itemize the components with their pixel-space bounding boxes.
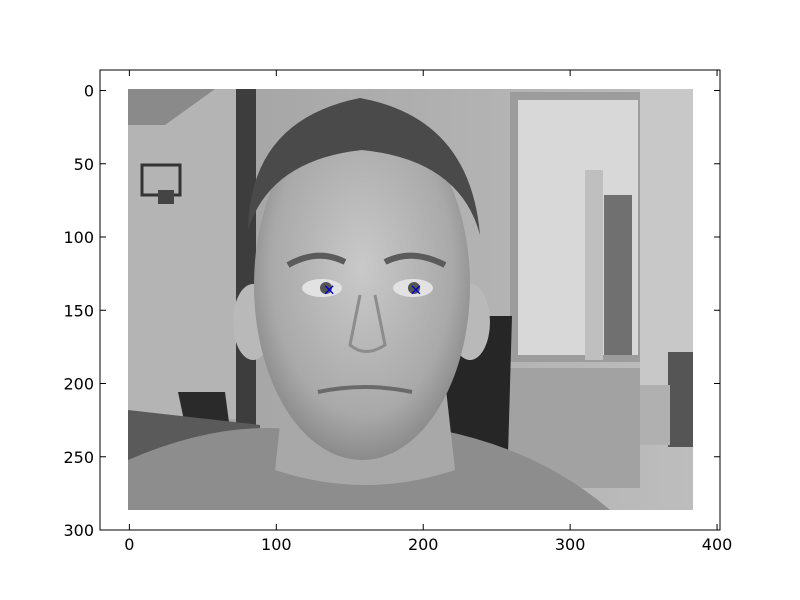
x-tick-label: 100 [261,535,292,554]
y-tick-label: 50 [74,155,94,174]
eye-marker-point [411,285,421,295]
y-tick-label: 300 [63,521,94,540]
axes: 0 100 200 300 400 0 50 100 150 200 250 300 [63,69,733,554]
y-tick-label: 200 [63,375,94,394]
y-tick-label: 150 [63,301,94,320]
y-tick-label: 100 [63,228,94,247]
x-tick-label: 400 [702,535,733,554]
x-tick-label: 200 [408,535,439,554]
x-tick-label: 0 [124,535,134,554]
y-tick-label: 0 [84,82,94,101]
photo-image [128,89,693,510]
eye-marker-point [324,285,334,295]
x-tick-label: 300 [555,535,586,554]
y-tick-label: 250 [63,448,94,467]
axes-frame [99,69,721,531]
